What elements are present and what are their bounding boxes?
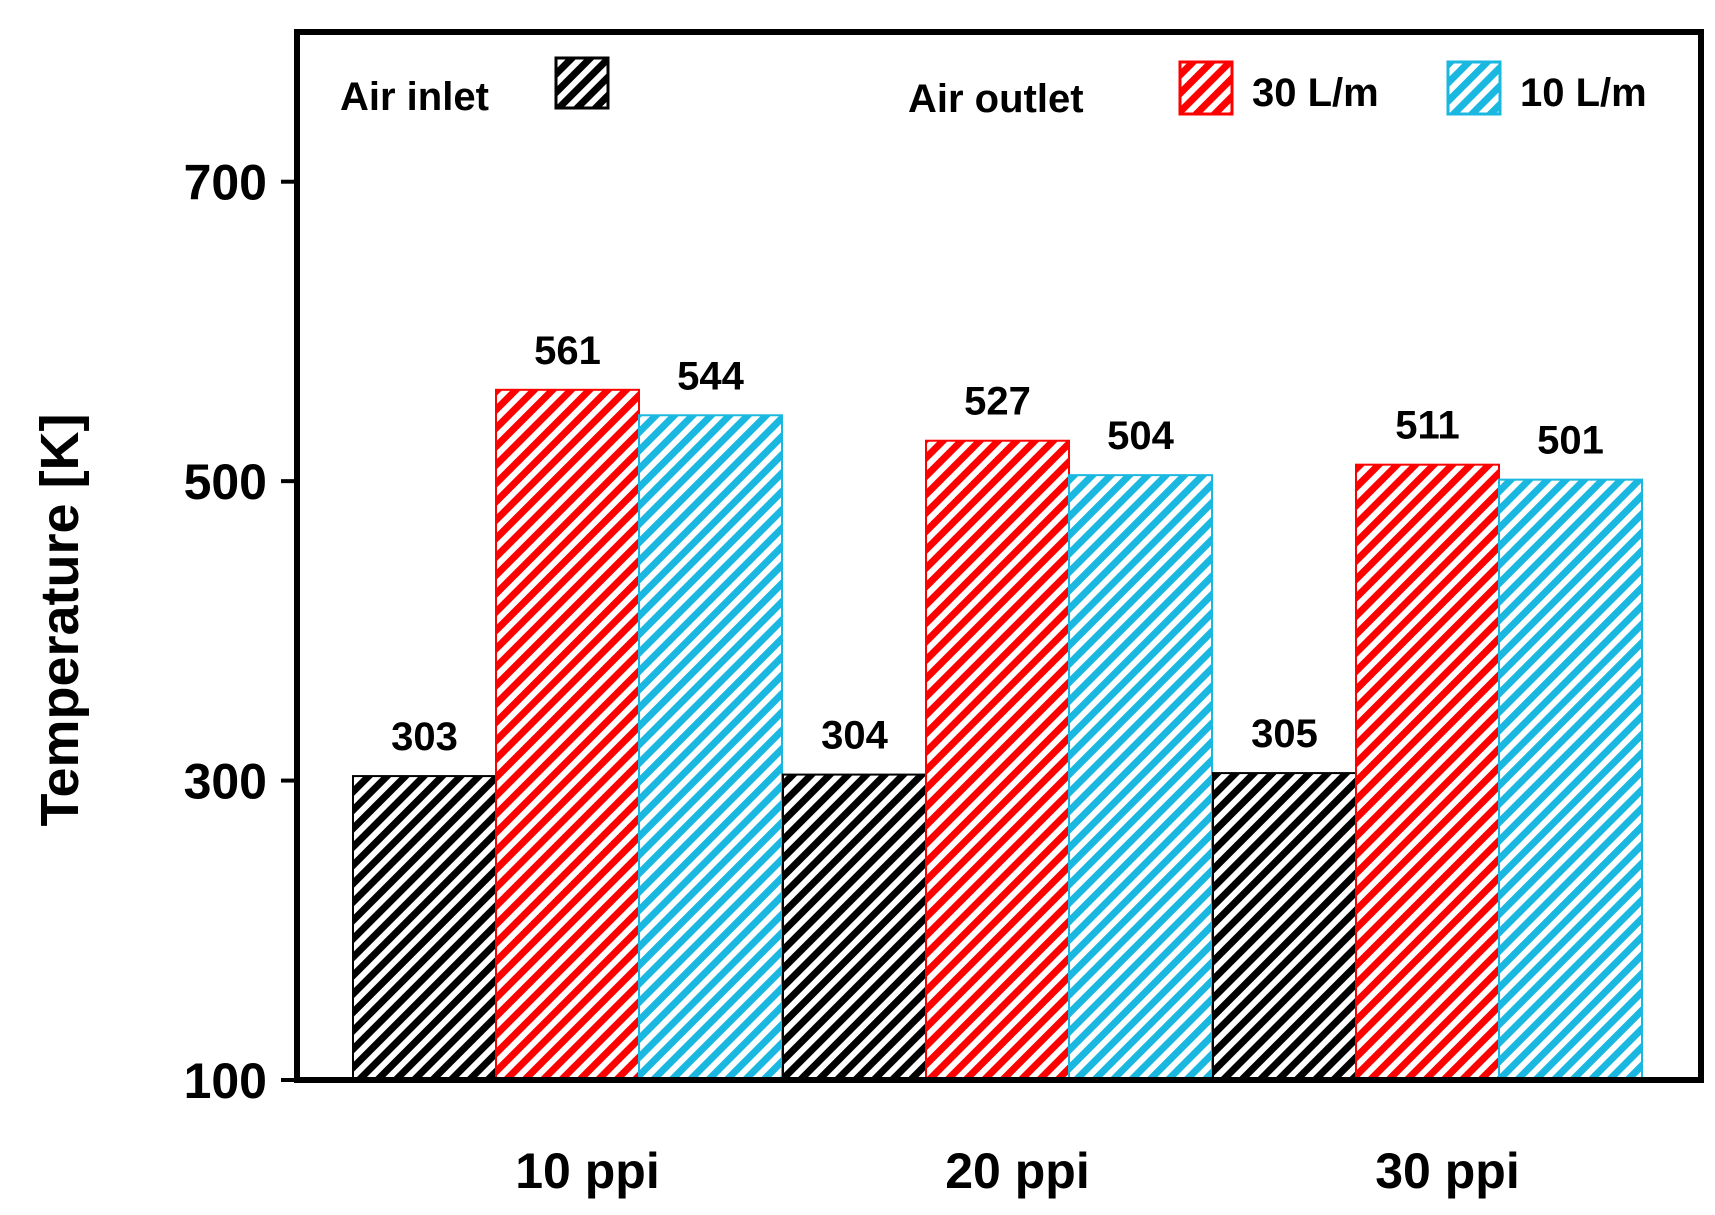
data-label: 544 (677, 354, 744, 398)
bar (495, 388, 640, 1081)
data-label: 527 (964, 380, 1031, 424)
y-tick-label: 700 (184, 155, 267, 211)
legend-outlet-title: Air outlet (908, 77, 1084, 121)
y-axis-label: Temperature [K] (30, 413, 90, 826)
legend-inlet-title: Air inlet (340, 75, 489, 119)
data-label: 504 (1107, 414, 1174, 458)
legend-label-10lm: 10 L/m (1520, 71, 1647, 115)
legend-swatch-10lm (1446, 60, 1502, 116)
y-tick-label: 300 (184, 754, 267, 810)
legend: Air inlet Air outlet 30 L/m 10 L/m (340, 56, 1647, 121)
data-label: 304 (821, 714, 888, 758)
bar (638, 414, 783, 1082)
legend-swatch-air-inlet (554, 56, 610, 110)
bar (352, 775, 497, 1082)
value-labels-group: 303 561 544 304 527 504 305 511 501 (391, 329, 1604, 759)
y-tick-label: 500 (184, 454, 267, 510)
y-tick-label: 100 (184, 1053, 267, 1109)
data-label: 561 (534, 329, 601, 373)
bar (1355, 463, 1500, 1082)
x-tick-label: 20 ppi (945, 1143, 1089, 1199)
bar-series-group (352, 388, 1643, 1082)
x-axis-labels: 10 ppi 20 ppi 30 ppi (515, 1143, 1519, 1199)
x-tick-label: 30 ppi (1375, 1143, 1519, 1199)
bar (782, 773, 927, 1082)
y-axis-ticks: 100 300 500 700 (184, 155, 297, 1109)
data-label: 511 (1395, 404, 1460, 448)
bar (1498, 478, 1643, 1082)
x-tick-label: 10 ppi (515, 1143, 659, 1199)
bar (1068, 474, 1213, 1081)
data-label: 501 (1537, 419, 1604, 463)
bar (1212, 772, 1357, 1081)
legend-label-30lm: 30 L/m (1252, 71, 1379, 115)
bar (925, 439, 1070, 1082)
data-label: 303 (391, 715, 458, 759)
data-label: 305 (1251, 712, 1318, 756)
plot-frame (294, 29, 1704, 1083)
legend-swatch-30lm (1178, 60, 1234, 116)
